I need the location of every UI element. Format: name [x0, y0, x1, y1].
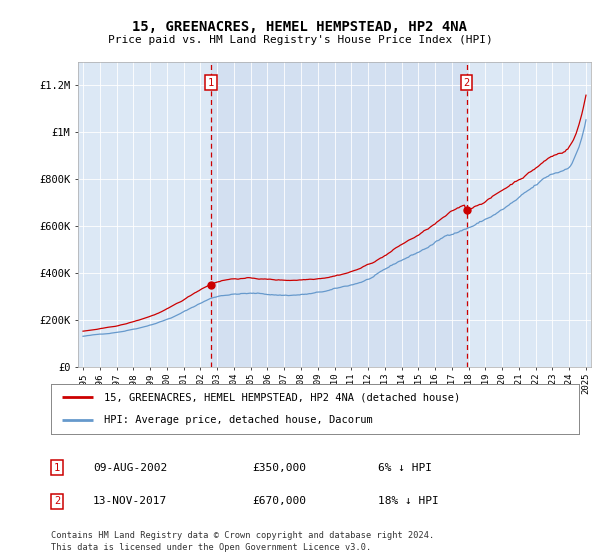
Text: £670,000: £670,000: [252, 496, 306, 506]
Text: 1: 1: [54, 463, 60, 473]
Text: 6% ↓ HPI: 6% ↓ HPI: [378, 463, 432, 473]
Text: 2: 2: [463, 78, 470, 88]
Text: 1: 1: [208, 78, 214, 88]
Text: 13-NOV-2017: 13-NOV-2017: [93, 496, 167, 506]
Text: This data is licensed under the Open Government Licence v3.0.: This data is licensed under the Open Gov…: [51, 543, 371, 552]
Text: 15, GREENACRES, HEMEL HEMPSTEAD, HP2 4NA: 15, GREENACRES, HEMEL HEMPSTEAD, HP2 4NA: [133, 20, 467, 34]
Text: 18% ↓ HPI: 18% ↓ HPI: [378, 496, 439, 506]
Text: 09-AUG-2002: 09-AUG-2002: [93, 463, 167, 473]
Text: Contains HM Land Registry data © Crown copyright and database right 2024.: Contains HM Land Registry data © Crown c…: [51, 531, 434, 540]
Text: 15, GREENACRES, HEMEL HEMPSTEAD, HP2 4NA (detached house): 15, GREENACRES, HEMEL HEMPSTEAD, HP2 4NA…: [104, 392, 460, 402]
Bar: [211, 62, 467, 367]
Text: 2: 2: [54, 496, 60, 506]
Text: Price paid vs. HM Land Registry's House Price Index (HPI): Price paid vs. HM Land Registry's House …: [107, 35, 493, 45]
Text: HPI: Average price, detached house, Dacorum: HPI: Average price, detached house, Daco…: [104, 416, 373, 426]
Text: £350,000: £350,000: [252, 463, 306, 473]
